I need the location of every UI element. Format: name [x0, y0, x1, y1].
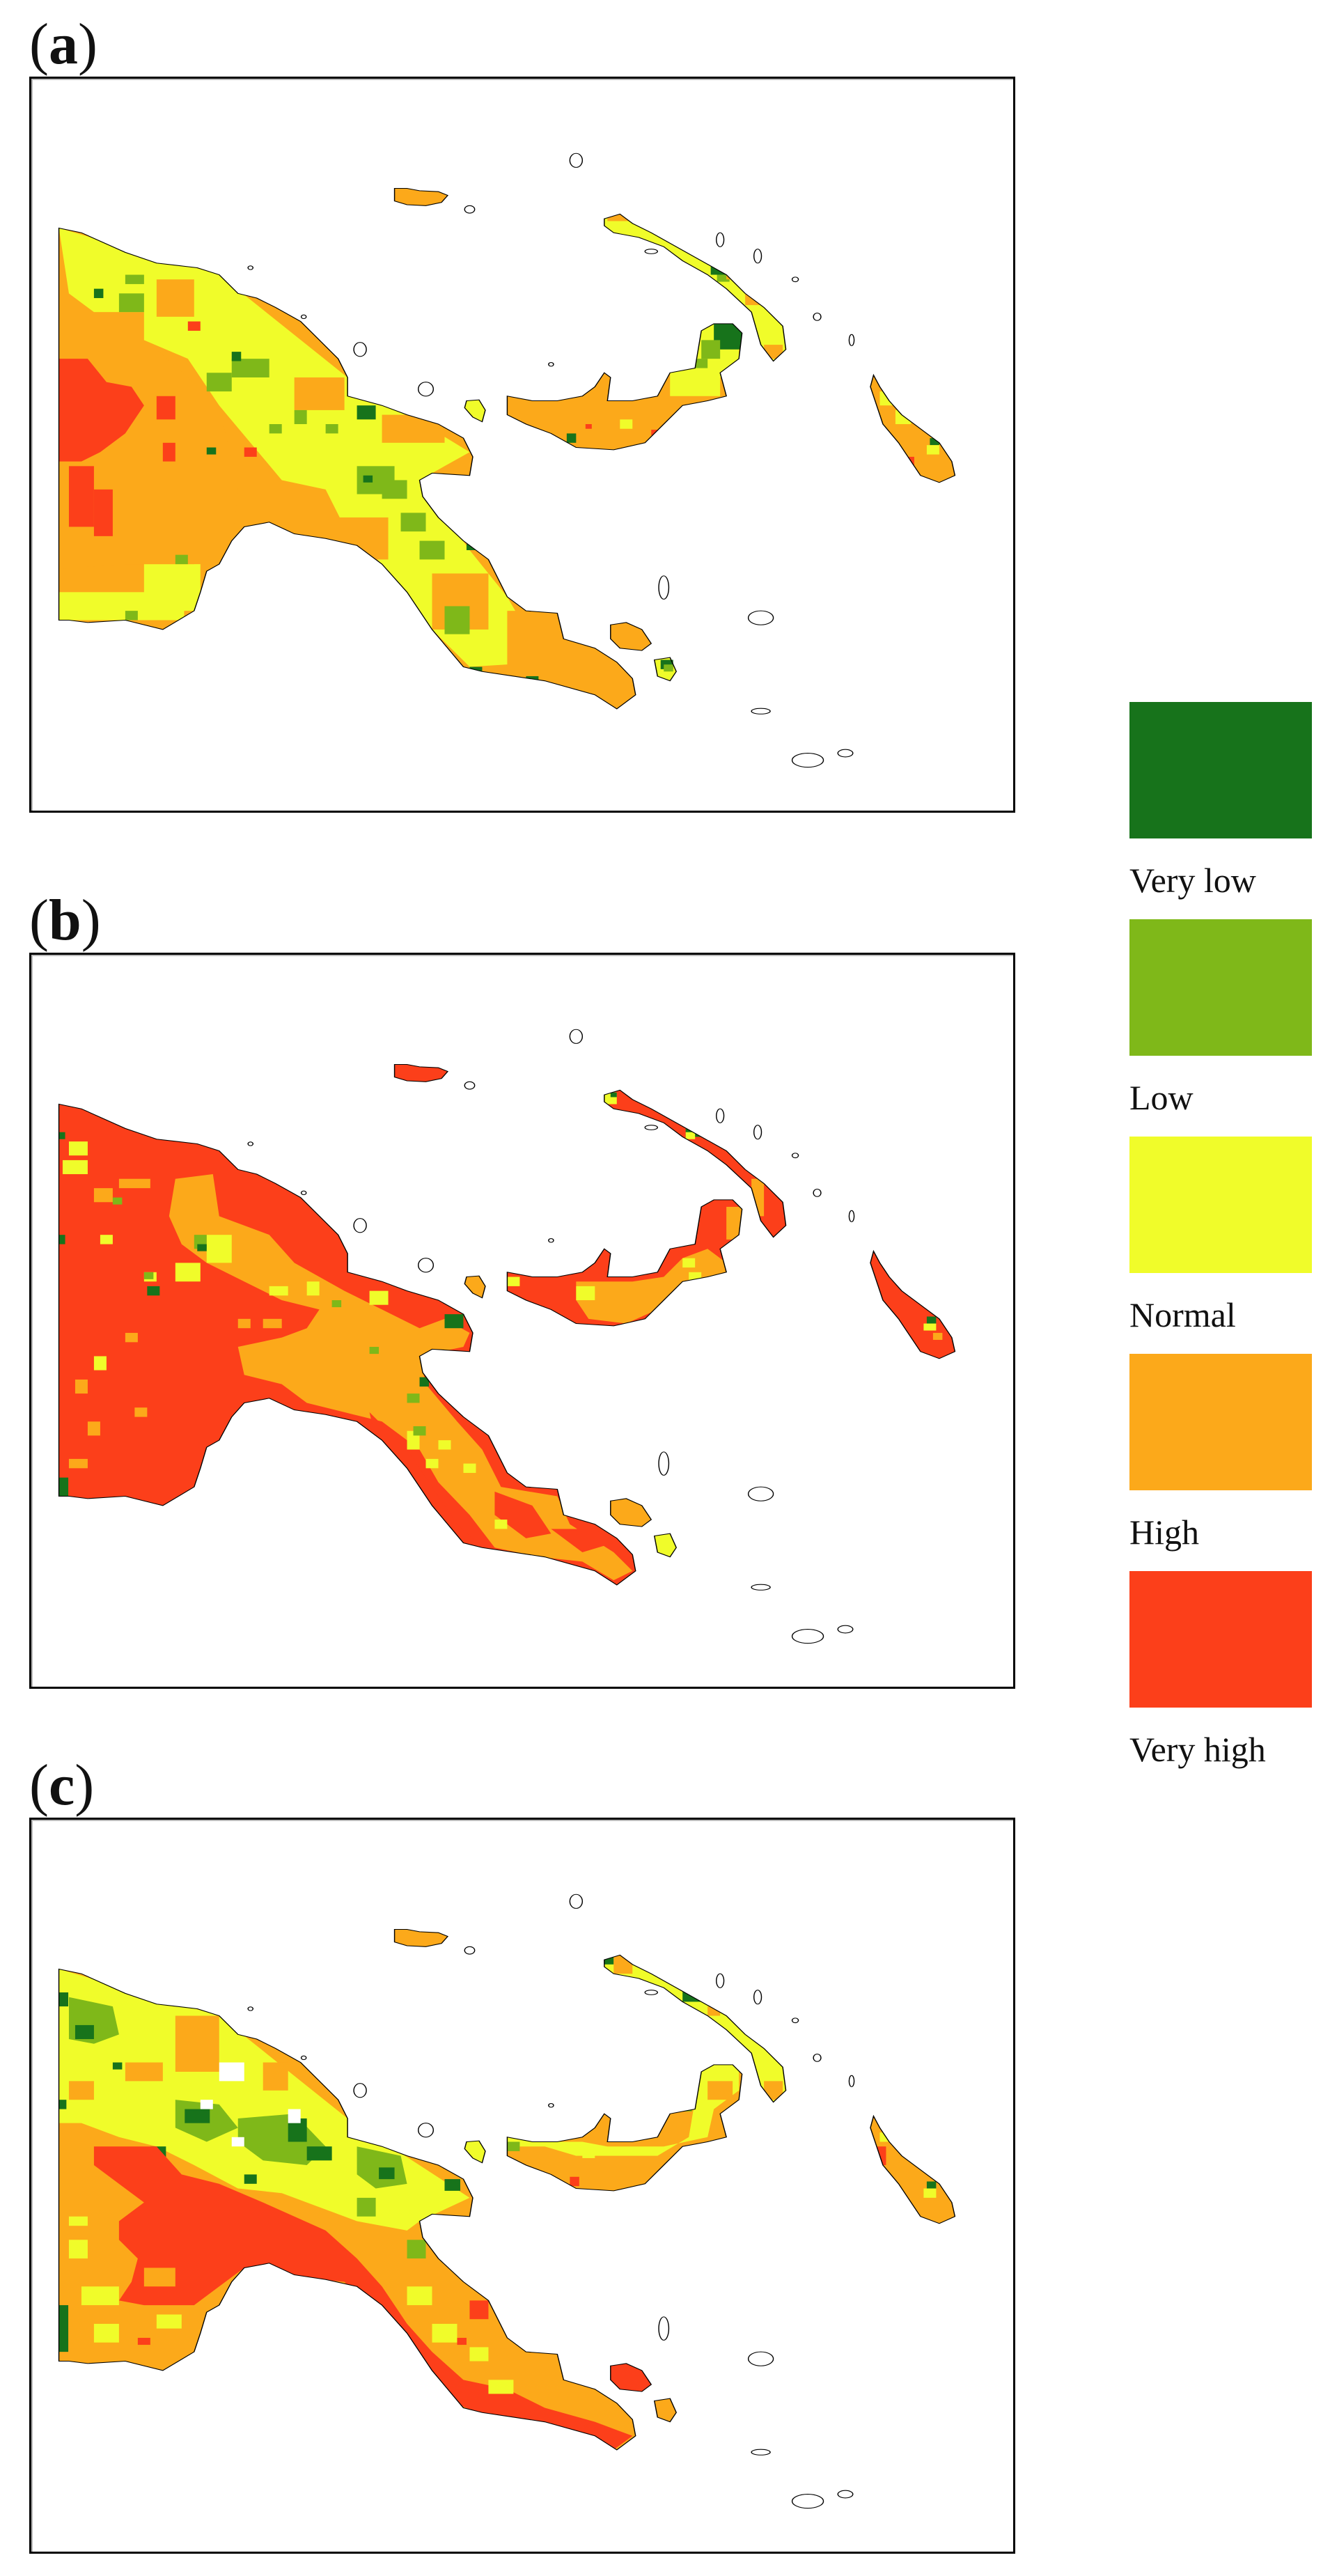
legend-item-very-low: Very low: [1129, 702, 1312, 919]
paren-close: ): [77, 12, 97, 77]
paren-open: (: [29, 1753, 49, 1818]
legend-item-very-high: Very high: [1129, 1571, 1312, 1788]
legend-swatch: [1129, 702, 1312, 838]
legend-swatch: [1129, 1354, 1312, 1490]
panel-letter: a: [48, 12, 78, 77]
panel-label-b: (b): [29, 891, 101, 950]
map-c: [58, 1894, 956, 2509]
legend-item-high: High: [1129, 1354, 1312, 1571]
legend-label: High: [1129, 1513, 1199, 1552]
paren-close: ): [75, 1753, 95, 1818]
legend-swatch: [1129, 1571, 1312, 1708]
map-panel-c: [29, 1818, 1015, 2554]
panel-letter: c: [48, 1753, 75, 1818]
legend-swatch: [1129, 919, 1312, 1056]
map-panel-b: [29, 953, 1015, 1689]
map-panel-a: [29, 77, 1015, 813]
legend-label: Very low: [1129, 861, 1256, 900]
paren-open: (: [29, 888, 49, 953]
panel-letter: b: [48, 888, 81, 953]
paren-open: (: [29, 12, 49, 77]
panel-label-c: (c): [29, 1756, 94, 1815]
legend-label: Low: [1129, 1078, 1194, 1117]
legend-item-normal: Normal: [1129, 1137, 1312, 1354]
coastline: [58, 153, 956, 768]
legend-item-low: Low: [1129, 919, 1312, 1137]
map-b: [58, 1029, 956, 1644]
panel-label-a: (a): [29, 15, 97, 74]
legend-swatch: [1129, 1137, 1312, 1273]
map-a: [58, 153, 956, 768]
legend-label: Normal: [1129, 1295, 1236, 1334]
legend: Very low Low Normal High Very high: [1129, 702, 1312, 1788]
paren-close: ): [81, 888, 101, 953]
legend-label: Very high: [1129, 1730, 1266, 1769]
